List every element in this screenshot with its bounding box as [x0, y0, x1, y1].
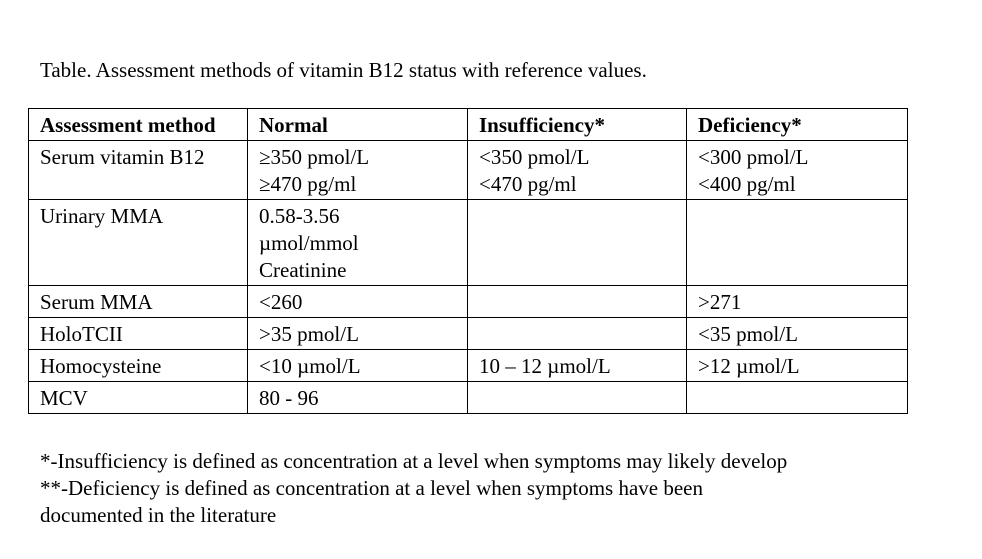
cell-text: ≥470 pg/ml — [259, 172, 357, 196]
footnotes: *-Insufficiency is defined as concentrat… — [40, 448, 787, 529]
cell-deficiency: >271 — [686, 285, 908, 318]
cell-text: <10 µmol/L — [259, 354, 361, 378]
table-row: Homocysteine <10 µmol/L 10 – 12 µmol/L >12 … — [28, 349, 908, 382]
cell-text: <400 pg/ml — [698, 172, 796, 196]
cell-insufficiency — [467, 285, 687, 318]
header-normal: Normal — [247, 108, 468, 141]
cell-text: Urinary MMA — [40, 204, 164, 228]
cell-method: Urinary MMA — [28, 199, 248, 286]
table-body: Serum vitamin B12 ≥350 pmol/L ≥470 pg/ml <3… — [28, 140, 908, 414]
table-row: Serum MMA <260 >271 — [28, 285, 908, 318]
header-assessment-method: Assessment method — [28, 108, 248, 141]
table-row: MCV 80 - 96 — [28, 381, 908, 414]
cell-deficiency: <35 pmol/L — [686, 317, 908, 350]
cell-text: Serum MMA — [40, 290, 153, 314]
header-deficiency: Deficiency* — [686, 108, 908, 141]
cell-insufficiency — [467, 317, 687, 350]
cell-text: <35 pmol/L — [698, 322, 798, 346]
cell-text: >12 µmol/L — [698, 354, 800, 378]
cell-text: >35 pmol/L — [259, 322, 359, 346]
cell-insufficiency: <350 pmol/L <470 pg/ml — [467, 140, 687, 200]
cell-insufficiency — [467, 381, 687, 414]
cell-method: Serum vitamin B12 — [28, 140, 248, 200]
cell-text: <260 — [259, 290, 303, 314]
cell-text: MCV — [40, 386, 88, 410]
table-row: Urinary MMA 0.58-3.56 µmol/mmol Creatinine — [28, 199, 908, 286]
cell-text: µmol/mmol — [259, 231, 359, 255]
cell-text: 80 - 96 — [259, 386, 319, 410]
table-row: HoloTCII >35 pmol/L <35 pmol/L — [28, 317, 908, 350]
cell-text: <470 pg/ml — [479, 172, 577, 196]
cell-method: Homocysteine — [28, 349, 248, 382]
cell-normal: >35 pmol/L — [247, 317, 468, 350]
cell-normal: <10 µmol/L — [247, 349, 468, 382]
header-insufficiency: Insufficiency* — [467, 108, 687, 141]
cell-text: >271 — [698, 290, 742, 314]
cell-text: Homocysteine — [40, 354, 162, 378]
cell-insufficiency: 10 – 12 µmol/L — [467, 349, 687, 382]
cell-text: HoloTCII — [40, 322, 123, 346]
cell-deficiency — [686, 381, 908, 414]
cell-method: Serum MMA — [28, 285, 248, 318]
cell-deficiency: <300 pmol/L <400 pg/ml — [686, 140, 908, 200]
table-header-row: Assessment method Normal Insufficiency* … — [28, 108, 908, 141]
table-row: Serum vitamin B12 ≥350 pmol/L ≥470 pg/ml <3… — [28, 140, 908, 200]
cell-deficiency: >12 µmol/L — [686, 349, 908, 382]
cell-method: HoloTCII — [28, 317, 248, 350]
cell-text: <300 pmol/L — [698, 145, 809, 169]
reference-table-container: Assessment method Normal Insufficiency* … — [28, 108, 908, 414]
cell-deficiency — [686, 199, 908, 286]
cell-text: ≥350 pmol/L — [259, 145, 370, 169]
cell-normal: 80 - 96 — [247, 381, 468, 414]
footnote-insufficiency: *-Insufficiency is defined as concentrat… — [40, 449, 788, 473]
cell-normal: 0.58-3.56 µmol/mmol Creatinine — [247, 199, 468, 286]
footnote-deficiency-line2: documented in the literature — [40, 503, 277, 527]
cell-text: 10 – 12 µmol/L — [479, 354, 611, 378]
cell-method: MCV — [28, 381, 248, 414]
reference-values-table: Assessment method Normal Insufficiency* … — [28, 108, 908, 414]
cell-text: Serum vitamin B12 — [40, 145, 205, 169]
table-caption: Table. Assessment methods of vitamin B12… — [40, 58, 647, 82]
cell-text: Creatinine — [259, 258, 347, 282]
footnote-deficiency-line1: **-Deficiency is defined as concentratio… — [40, 476, 704, 500]
cell-normal: ≥350 pmol/L ≥470 pg/ml — [247, 140, 468, 200]
cell-text: 0.58-3.56 — [259, 204, 340, 228]
cell-normal: <260 — [247, 285, 468, 318]
cell-text: <350 pmol/L — [479, 145, 590, 169]
cell-insufficiency — [467, 199, 687, 286]
